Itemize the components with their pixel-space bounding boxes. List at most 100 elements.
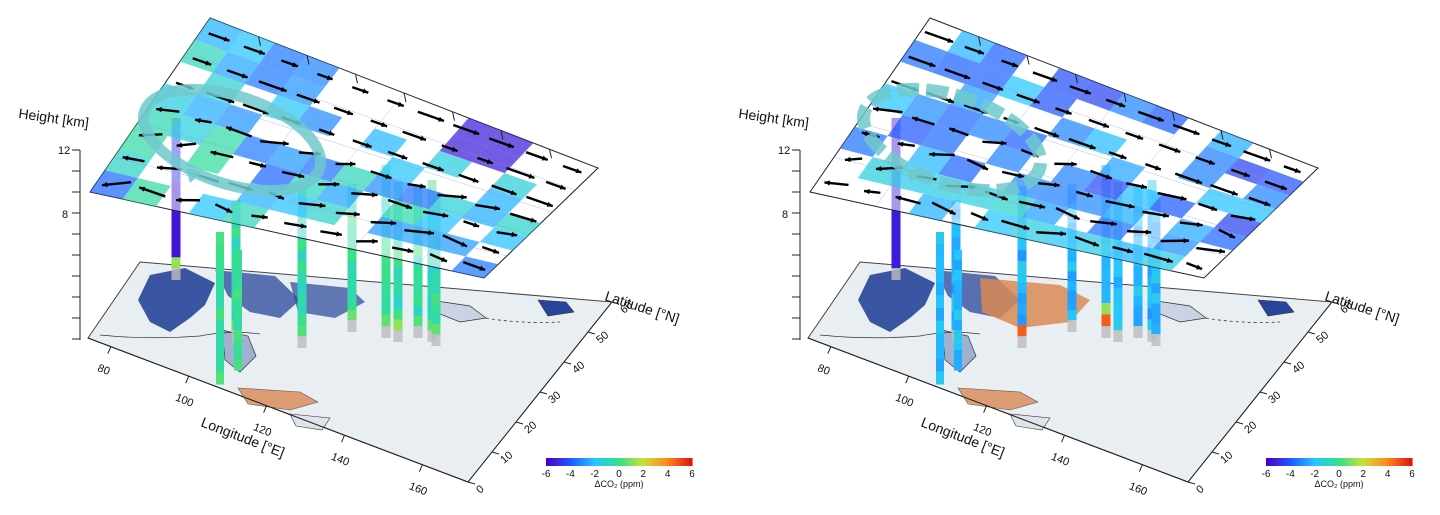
column-segment (1152, 324, 1161, 335)
vertical-profile-column (216, 232, 224, 385)
colorbar-segment (1410, 458, 1413, 466)
column-segment (232, 228, 241, 238)
column-segment (954, 290, 962, 301)
column-segment (414, 306, 423, 317)
column-segment (234, 320, 242, 331)
column-segment (216, 321, 224, 334)
column-segment (1018, 272, 1027, 283)
latitude-tick-label: 20 (1242, 419, 1259, 436)
column-segment (382, 269, 391, 281)
column-segment (1068, 310, 1077, 320)
column-segment (348, 301, 357, 311)
column-segment (216, 359, 224, 372)
column-segment (1114, 277, 1123, 288)
column-segment (234, 350, 242, 361)
column-segment (936, 257, 944, 270)
column-shadow (172, 268, 181, 280)
column-segment (1134, 316, 1143, 327)
longitude-axis-tick (108, 347, 111, 354)
column-segment (1068, 281, 1077, 291)
column-segment (348, 291, 357, 301)
latitude-tick-label: 30 (546, 389, 563, 406)
latitude-axis-title: Latitude [°N] (603, 288, 681, 327)
height-axis-title: Height [km] (738, 105, 810, 131)
column-segment (952, 228, 961, 238)
column-segment (432, 293, 441, 304)
column-segment (216, 257, 224, 270)
column-segment (1018, 250, 1027, 261)
column-segment (1018, 304, 1027, 315)
column-segment (1102, 269, 1111, 281)
column-segment (216, 295, 224, 308)
column-segment (1068, 252, 1077, 262)
colorbar-label: ΔCO₂ (ppm) (594, 479, 643, 489)
latitude-tick-label: 50 (1314, 329, 1331, 346)
column-segment (1102, 292, 1111, 304)
column-segment (216, 270, 224, 283)
column-shadow (348, 320, 357, 332)
column-shadow (1018, 336, 1027, 348)
latitude-axis-tick (1308, 332, 1315, 334)
column-segment (432, 314, 441, 325)
colorbar-tick-label: 6 (689, 469, 695, 480)
column-shadow (892, 268, 901, 280)
colorbar-tick-label: 6 (1409, 469, 1415, 480)
column-segment (892, 214, 901, 225)
column-segment (892, 247, 901, 258)
longitude-axis-title: Longitude [°E] (199, 414, 287, 461)
longitude-tick-label: 160 (407, 480, 429, 498)
column-segment (298, 261, 307, 272)
column-segment (382, 292, 391, 304)
column-segment (414, 296, 423, 307)
column-segment (232, 237, 241, 247)
longitude-tick-label: 140 (329, 451, 351, 469)
column-segment (234, 360, 242, 371)
column-segment (234, 280, 242, 291)
column-segment (298, 240, 307, 251)
column-segment (936, 371, 944, 384)
colorbar-tick-label: -6 (542, 469, 551, 480)
column-segment (1152, 273, 1161, 284)
column-shadow (1068, 320, 1077, 332)
longitude-axis-tick (906, 376, 909, 383)
column-shadow (1152, 334, 1161, 346)
column-segment (216, 346, 224, 359)
column-segment (1134, 306, 1143, 317)
column-segment (892, 225, 901, 236)
vertical-profile-column (234, 250, 242, 371)
column-shadow (432, 334, 441, 346)
column-segment (394, 309, 403, 320)
vertical-profile-column (936, 232, 944, 385)
column-segment (216, 232, 224, 245)
column-segment (1018, 240, 1027, 251)
column-segment (954, 330, 962, 341)
column-segment (954, 310, 962, 321)
column-segment (954, 340, 962, 351)
column-segment (1152, 304, 1161, 315)
colorbar-tick-label: -4 (1286, 469, 1295, 480)
column-segment (414, 276, 423, 287)
column-segment (216, 308, 224, 321)
column-segment (1134, 276, 1143, 287)
latitude-axis-tick (468, 482, 475, 484)
latitude-tick-label: 20 (522, 419, 539, 436)
height-tick-label: 12 (778, 145, 790, 157)
latitude-tick-label: 50 (594, 329, 611, 346)
column-segment (936, 245, 944, 258)
column-segment (394, 267, 403, 278)
colorbar-label: ΔCO₂ (ppm) (1314, 479, 1363, 489)
column-segment (954, 260, 962, 271)
latitude-axis-title: Latitude [°N] (1323, 288, 1401, 327)
longitude-tick-label: 140 (1049, 451, 1071, 469)
column-segment (394, 277, 403, 288)
vertical-profile-column (954, 250, 962, 371)
column-segment (172, 247, 181, 258)
column-segment (382, 303, 391, 315)
column-segment (1102, 257, 1111, 269)
column-segment (1134, 286, 1143, 297)
column-segment (1018, 261, 1027, 272)
latitude-tick-label: 0 (1194, 483, 1206, 496)
column-segment (954, 270, 962, 281)
height-tick-label: 8 (62, 209, 68, 221)
